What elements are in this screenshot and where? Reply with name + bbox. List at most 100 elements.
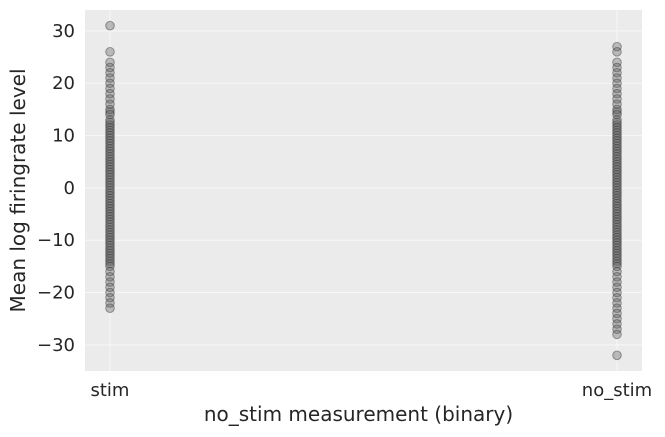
data-point (612, 156, 622, 167)
data-point (612, 287, 622, 298)
data-point (612, 266, 622, 277)
data-point (105, 120, 115, 130)
data-point (612, 253, 622, 264)
data-point (612, 125, 622, 136)
data-point (105, 298, 115, 308)
data-point (105, 248, 115, 259)
data-point (612, 164, 622, 175)
data-point (105, 188, 115, 198)
data-point (105, 235, 115, 246)
data-point (105, 224, 115, 235)
y-tick-label: −20 (37, 283, 75, 304)
data-point (612, 180, 622, 191)
data-point (612, 175, 622, 185)
data-point (612, 324, 622, 334)
data-point (105, 57, 115, 68)
data-point (105, 125, 115, 136)
data-point (105, 143, 115, 154)
y-tick-label: 20 (52, 73, 75, 94)
data-point (105, 243, 115, 253)
data-point (105, 219, 115, 230)
data-point (612, 235, 622, 246)
data-point (612, 217, 622, 227)
data-point (105, 154, 115, 164)
data-point (612, 188, 622, 198)
data-point (612, 151, 622, 162)
data-point (105, 198, 115, 209)
data-point (105, 122, 115, 133)
data-point (105, 128, 115, 138)
data-point (105, 258, 115, 269)
x-axis-label: no_stim measurement (binary) (204, 402, 513, 426)
data-point (105, 292, 115, 303)
data-point (105, 177, 115, 188)
data-point (612, 219, 622, 230)
data-point (612, 141, 622, 151)
gridlines (85, 10, 642, 371)
data-point (612, 138, 622, 149)
data-point (612, 135, 622, 146)
data-point (612, 214, 622, 225)
data-point (105, 73, 115, 83)
data-point (612, 159, 622, 170)
data-point (612, 117, 622, 128)
data-point (105, 211, 115, 222)
data-point (612, 47, 622, 57)
y-axis-label: Mean log firingrate level (6, 69, 30, 313)
data-point (612, 41, 622, 52)
data-point (612, 94, 622, 104)
data-point (105, 201, 115, 211)
data-point (612, 177, 622, 188)
data-point (612, 313, 622, 324)
data-point (105, 253, 115, 264)
data-point (612, 73, 622, 83)
data-point (612, 154, 622, 164)
data-point (105, 146, 115, 157)
data-point (105, 287, 115, 298)
data-point (105, 164, 115, 175)
data-point (105, 117, 115, 128)
data-point (105, 261, 115, 272)
data-point (612, 67, 622, 78)
data-point (612, 99, 622, 109)
y-tick-label: 10 (52, 126, 75, 147)
data-point (105, 230, 115, 240)
data-point (105, 180, 115, 191)
y-tick-label: −30 (37, 335, 75, 356)
data-point (612, 122, 622, 133)
data-point (105, 251, 115, 261)
data-point (105, 183, 115, 193)
data-point (612, 209, 622, 219)
data-point (612, 115, 622, 125)
data-point (612, 230, 622, 240)
data-point (612, 109, 622, 120)
data-point (105, 162, 115, 172)
data-point (612, 130, 622, 141)
data-point (612, 170, 622, 180)
data-point (105, 133, 115, 143)
x-tick-labels: stim no_stim (91, 380, 653, 401)
data-point (105, 206, 115, 217)
y-tick-labels: −30 −20 −10 0 10 20 30 (37, 21, 75, 356)
data-point (612, 282, 622, 293)
data-point (105, 209, 115, 219)
data-point (612, 107, 622, 117)
data-point (105, 256, 115, 266)
data-point (612, 88, 622, 99)
data-point (105, 232, 115, 243)
data-point (105, 190, 115, 201)
data-point (612, 57, 622, 68)
data-point (105, 217, 115, 227)
data-point (612, 224, 622, 235)
data-point (612, 238, 622, 248)
data-point (612, 133, 622, 143)
data-point (105, 62, 115, 73)
data-point (105, 172, 115, 183)
data-point (612, 261, 622, 272)
x-tick-label: no_stim (582, 380, 652, 401)
y-tick-label: −10 (37, 230, 75, 251)
data-point (105, 227, 115, 238)
data-point (612, 193, 622, 204)
data-point (612, 198, 622, 209)
data-point (612, 272, 622, 282)
